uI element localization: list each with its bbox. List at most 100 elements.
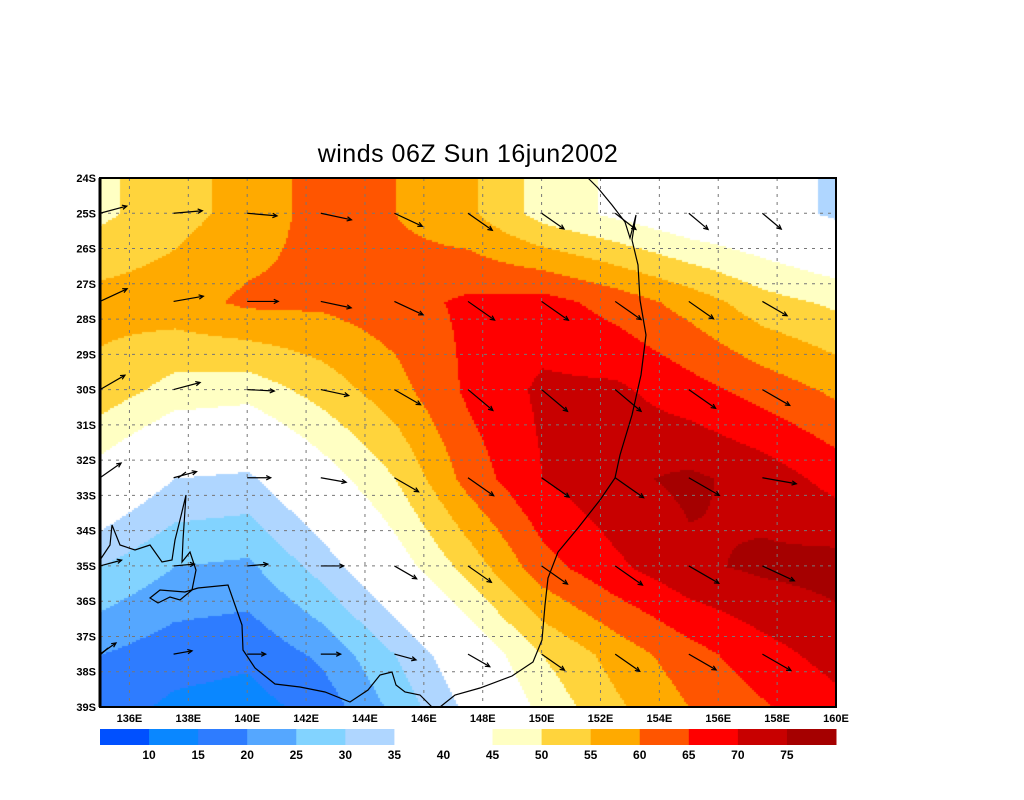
wind-arrow-head <box>346 216 353 222</box>
wind-arrow-head <box>413 487 420 493</box>
wind-arrow-head <box>260 651 268 657</box>
wind-arrow-head <box>269 388 276 394</box>
wind-arrow-head <box>122 288 129 294</box>
wind-arrow-shaft <box>762 389 791 406</box>
wind-arrow-shaft <box>467 477 495 497</box>
colorbar-label: 60 <box>633 748 647 762</box>
colorbar-label: 55 <box>584 748 598 762</box>
wind-arrow-shaft <box>99 559 122 567</box>
wind-arrow <box>173 561 196 568</box>
x-tick-label: 140E <box>234 713 260 725</box>
wind-arrow-shaft <box>99 462 122 479</box>
wind-arrow <box>320 477 348 485</box>
wind-arrow <box>173 470 198 479</box>
colorbar-swatch <box>198 729 248 745</box>
wind-arrow <box>99 642 118 655</box>
wind-arrow-shaft <box>762 212 782 230</box>
wind-arrow-head <box>262 561 270 568</box>
wind-vectors <box>99 204 798 673</box>
colorbar-label: 40 <box>437 748 451 762</box>
colorbar: 10 15 20 25 30 35 40 45 50 55 60 65 70 75 <box>100 729 837 762</box>
colorbar-label: 45 <box>486 748 500 762</box>
wind-arrow <box>688 653 718 671</box>
wind-arrow <box>247 561 270 568</box>
wind-arrow <box>394 212 424 227</box>
wind-arrow-shaft <box>614 389 642 412</box>
wind-arrow <box>394 477 420 493</box>
wind-arrow-head <box>197 208 204 214</box>
y-tick-label: 36S <box>76 596 96 608</box>
x-tick-label: 160E <box>823 713 849 725</box>
wind-arrow <box>614 653 641 673</box>
wind-arrow-head <box>785 666 793 672</box>
x-tick-label: 138E <box>175 713 201 725</box>
wind-arrow-head <box>411 656 418 662</box>
wind-arrow <box>173 380 202 391</box>
wind-arrow-shaft <box>762 300 788 317</box>
y-axis-ticks: 24S 25S 26S 27S 28S 29S 30S 31S 32S 33S 34S 35S 36S 3… <box>76 173 96 714</box>
colorbar-swatch <box>149 729 199 745</box>
wind-arrow <box>173 648 194 655</box>
wind-arrow-head <box>265 475 273 481</box>
wind-arrow <box>614 565 644 586</box>
y-tick-label: 31S <box>76 420 96 432</box>
wind-arrow-shaft <box>614 477 644 499</box>
wind-arrow-shaft <box>394 300 424 316</box>
colorbar-label: 10 <box>142 748 156 762</box>
wind-arrow <box>688 565 721 584</box>
colorbar-label: 20 <box>241 748 255 762</box>
wind-arrow <box>247 388 276 394</box>
colorbar-label: 75 <box>780 748 794 762</box>
wind-arrow-head <box>636 314 643 321</box>
wind-arrow <box>320 212 353 222</box>
wind-arrow <box>688 212 710 231</box>
wind-arrow-shaft <box>467 389 494 411</box>
wind-arrow-shaft <box>467 212 493 231</box>
wind-arrow-head <box>782 311 789 317</box>
y-tick-label: 24S <box>76 173 96 185</box>
wind-arrow <box>541 212 566 230</box>
colorbar-swatch <box>247 729 297 745</box>
x-tick-label: 154E <box>647 713 673 725</box>
wind-arrow-shaft <box>247 563 268 567</box>
wind-arrow <box>173 208 204 214</box>
wind-arrow-shaft <box>467 653 491 668</box>
wind-arrow <box>99 374 127 391</box>
wind-arrow-head <box>789 576 796 582</box>
wind-arrow-head <box>338 563 346 569</box>
wind-arrow <box>762 477 798 486</box>
y-tick-label: 34S <box>76 526 96 538</box>
wind-arrow <box>541 565 569 585</box>
wind-arrow-shaft <box>614 300 642 321</box>
wind-arrow-shaft <box>688 389 716 409</box>
wind-arrow <box>688 389 717 410</box>
colorbar-swatch <box>688 729 739 745</box>
wind-arrow-head <box>346 304 353 310</box>
wind-arrow-shaft <box>688 565 720 584</box>
y-tick-label: 33S <box>76 490 96 502</box>
wind-arrow-head <box>563 315 570 322</box>
wind-arrow-head <box>119 374 127 380</box>
colorbar-label: 70 <box>731 748 745 762</box>
wind-arrow-shaft <box>173 471 197 479</box>
wind-arrow <box>688 300 715 320</box>
wind-arrow <box>247 651 268 657</box>
wind-arrow-head <box>559 224 566 230</box>
wind-arrow <box>467 212 494 232</box>
y-tick-label: 32S <box>76 455 96 467</box>
wind-arrow <box>320 389 351 398</box>
wind-arrow-head <box>341 478 348 485</box>
wind-arrow <box>467 300 496 321</box>
wind-arrow-shaft <box>173 563 195 567</box>
wind-arrow <box>614 300 643 321</box>
wind-arrow <box>247 475 273 481</box>
wind-arrow-shaft <box>688 212 709 230</box>
x-tick-label: 136E <box>117 713 143 725</box>
wind-arrow-shaft <box>688 477 720 496</box>
wind-arrow <box>688 477 721 497</box>
colorbar-label: 25 <box>290 748 304 762</box>
colorbar-swatch <box>590 729 641 745</box>
wind-arrow <box>173 294 205 303</box>
wind-arrow-head <box>121 204 129 210</box>
wind-arrow-head <box>559 665 566 671</box>
